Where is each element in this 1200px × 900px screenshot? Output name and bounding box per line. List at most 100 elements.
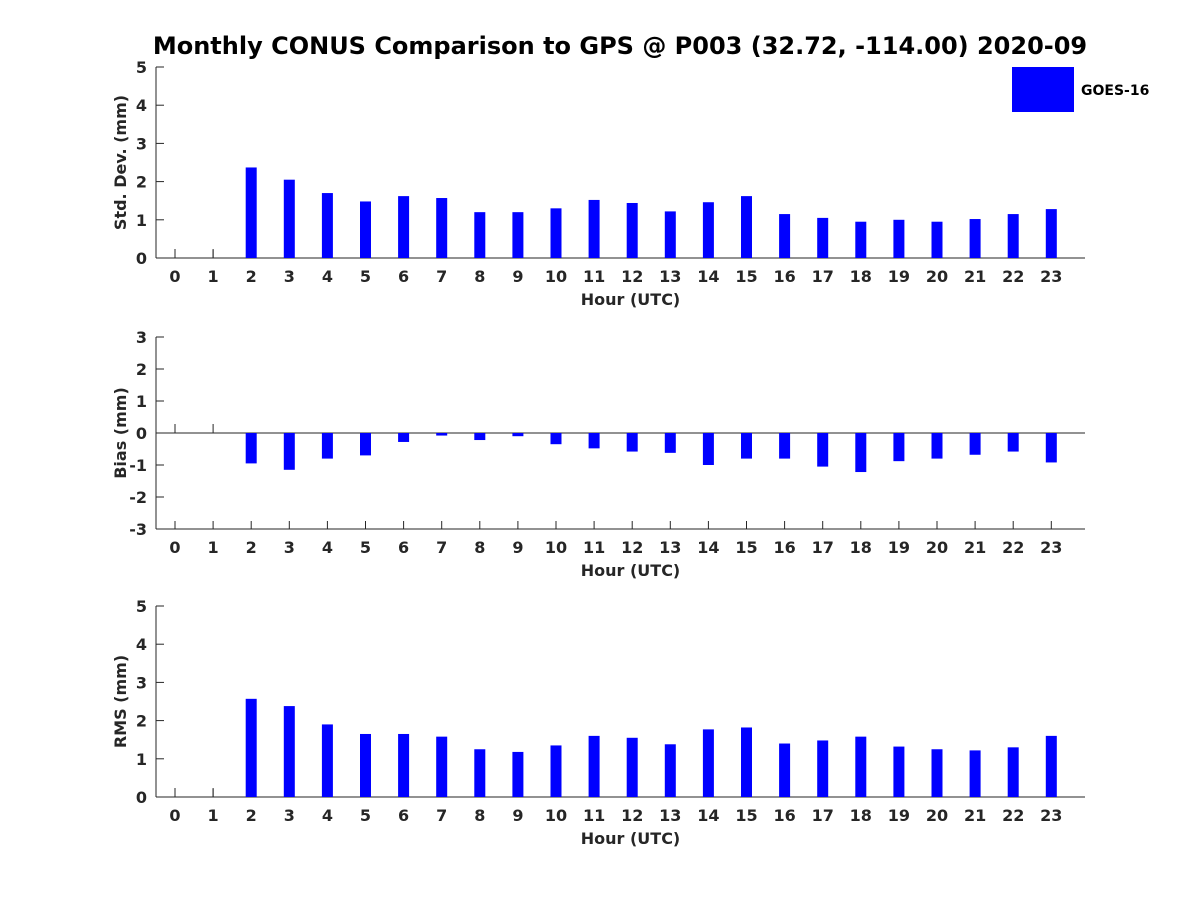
x-tick-label: 14 [697, 267, 719, 286]
x-tick-label: 21 [964, 806, 986, 825]
x-tick-label: 14 [697, 806, 719, 825]
x-tick-label: 13 [659, 538, 681, 557]
bar [1007, 433, 1019, 452]
x-tick-label: 22 [1002, 538, 1024, 557]
y-tick-label: 4 [136, 96, 147, 115]
x-tick-label: 15 [735, 267, 757, 286]
bar [855, 221, 867, 258]
x-tick-label: 3 [284, 267, 295, 286]
bar [512, 212, 524, 258]
y-tick-label: 4 [136, 635, 147, 654]
x-tick-label: 16 [773, 538, 795, 557]
x-tick-label: 23 [1040, 538, 1062, 557]
bar [931, 749, 943, 797]
x-tick-label: 16 [773, 806, 795, 825]
x-tick-label: 15 [735, 806, 757, 825]
y-tick-label: 3 [136, 134, 147, 153]
bar [855, 433, 867, 473]
bar [436, 736, 448, 797]
x-tick-label: 10 [545, 538, 567, 557]
x-tick-label: 22 [1002, 806, 1024, 825]
bar [626, 737, 638, 797]
bar [969, 750, 981, 797]
bar [741, 727, 752, 797]
y-tick-label: 5 [136, 597, 147, 616]
x-tick-label: 5 [360, 538, 371, 557]
x-tick-label: 4 [322, 538, 333, 557]
x-tick-label: 8 [474, 806, 485, 825]
x-tick-label: 20 [926, 806, 948, 825]
x-tick-label: 4 [322, 267, 333, 286]
bar [664, 211, 676, 258]
x-tick-label: 12 [621, 267, 643, 286]
bar [664, 433, 676, 453]
x-tick-label: 1 [208, 267, 219, 286]
y-tick-label: -1 [129, 456, 147, 475]
y-axis-label: Std. Dev. (mm) [111, 95, 130, 230]
bar [245, 433, 257, 464]
x-tick-label: 7 [436, 806, 447, 825]
bar [321, 193, 333, 258]
bar [931, 221, 943, 258]
x-tick-label: 3 [284, 538, 295, 557]
bar [360, 201, 371, 258]
bar [1045, 433, 1057, 463]
x-axis-label: Hour (UTC) [581, 829, 681, 848]
bar [893, 746, 905, 797]
x-tick-label: 10 [545, 267, 567, 286]
y-tick-label: 1 [136, 392, 147, 411]
x-tick-label: 9 [512, 267, 523, 286]
y-axis-label: Bias (mm) [111, 387, 130, 479]
bar [436, 198, 448, 258]
bar [588, 199, 600, 258]
bar [1045, 209, 1057, 258]
y-tick-label: 3 [136, 673, 147, 692]
x-tick-label: 13 [659, 267, 681, 286]
bar [626, 433, 638, 452]
x-tick-label: 9 [512, 806, 523, 825]
y-tick-label: -2 [129, 488, 147, 507]
bar [283, 179, 295, 258]
x-tick-label: 0 [169, 538, 180, 557]
bar [360, 433, 371, 456]
bar [1007, 747, 1019, 797]
bar [398, 433, 410, 442]
x-tick-label: 8 [474, 538, 485, 557]
x-tick-label: 7 [436, 267, 447, 286]
x-tick-label: 10 [545, 806, 567, 825]
x-tick-label: 2 [246, 806, 257, 825]
x-tick-label: 18 [850, 538, 872, 557]
bar [550, 745, 562, 797]
bar [664, 744, 676, 797]
x-tick-label: 11 [583, 538, 605, 557]
bar [283, 706, 295, 797]
x-tick-label: 17 [812, 806, 834, 825]
bar [512, 751, 524, 797]
x-tick-label: 6 [398, 538, 409, 557]
bar [360, 733, 371, 797]
y-tick-label: 1 [136, 211, 147, 230]
bar [398, 733, 410, 797]
x-tick-label: 11 [583, 267, 605, 286]
bar [1007, 214, 1019, 258]
y-tick-label: 5 [136, 58, 147, 77]
x-tick-label: 19 [888, 806, 910, 825]
x-tick-label: 8 [474, 267, 485, 286]
bar [817, 740, 829, 797]
x-tick-label: 17 [812, 538, 834, 557]
x-tick-label: 5 [360, 806, 371, 825]
x-tick-label: 2 [246, 538, 257, 557]
bar [550, 208, 562, 258]
x-tick-label: 21 [964, 267, 986, 286]
legend-label: GOES-16 [1081, 83, 1149, 99]
y-tick-label: 0 [136, 788, 147, 807]
bar [474, 433, 486, 441]
x-tick-label: 12 [621, 538, 643, 557]
y-tick-label: 3 [136, 328, 147, 347]
bar [969, 219, 981, 258]
x-tick-label: 1 [208, 538, 219, 557]
bar [321, 724, 333, 797]
